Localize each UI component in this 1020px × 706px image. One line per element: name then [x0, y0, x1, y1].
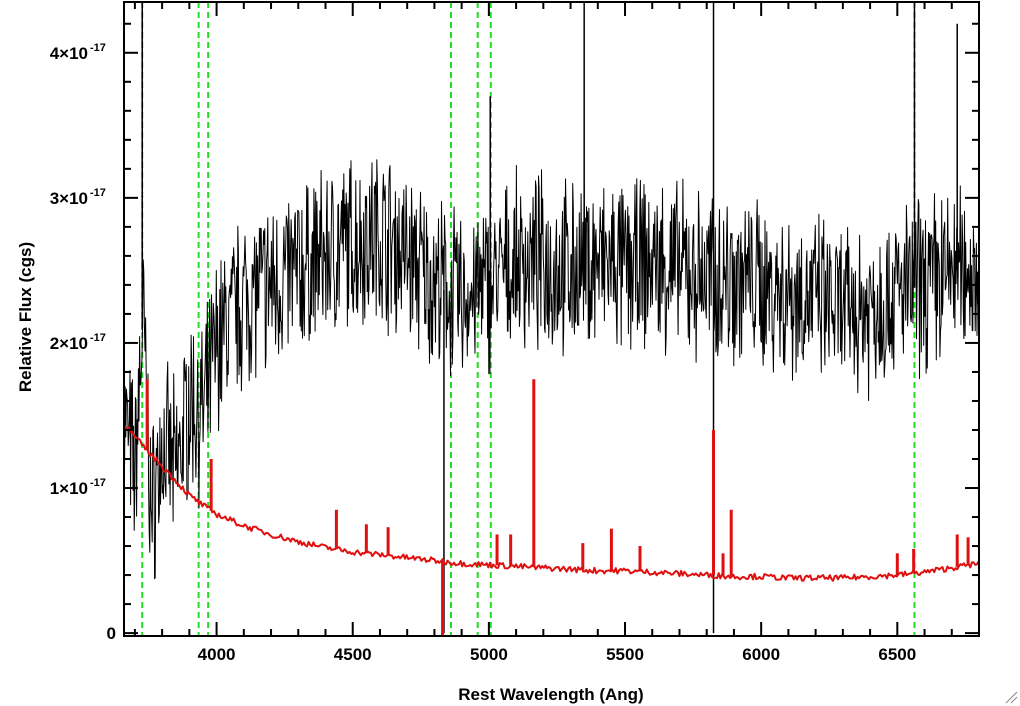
- resize-grip-icon[interactable]: [1004, 690, 1018, 704]
- y-tick-labels: 01×10 -172×10 -173×10 -174×10 -17: [50, 42, 116, 643]
- y-tick-label: 0: [107, 624, 116, 643]
- y-tick-exponent: -17: [90, 187, 106, 199]
- y-axis-label: Relative Flux (cgs): [16, 242, 35, 392]
- x-tick-label: 4000: [198, 645, 236, 664]
- y-tick-exponent: -17: [90, 42, 106, 54]
- y-tick-label: 2×10: [50, 334, 88, 353]
- axes-frame: [123, 1, 980, 637]
- y-tick-label: 1×10: [50, 479, 88, 498]
- y-tick-label: 4×10: [50, 44, 88, 63]
- series-line: [123, 424, 980, 582]
- x-tick-label: 6500: [878, 645, 916, 664]
- y-tick-exponent: -17: [90, 332, 106, 344]
- x-tick-label: 6000: [742, 645, 780, 664]
- x-tick-labels: 4000 4500 5000 5500 6000 6500: [198, 645, 917, 664]
- series-layer: [123, 2, 980, 636]
- x-tick-label: 5500: [606, 645, 644, 664]
- series-line: [123, 159, 980, 580]
- x-axis-label: Rest Wavelength (Ang): [458, 685, 643, 704]
- x-tick-label: 4500: [334, 645, 372, 664]
- x-tick-label: 5000: [470, 645, 508, 664]
- y-tick-exponent: -17: [90, 477, 106, 489]
- y-tick-label: 3×10: [50, 189, 88, 208]
- plot-frame: [123, 1, 980, 637]
